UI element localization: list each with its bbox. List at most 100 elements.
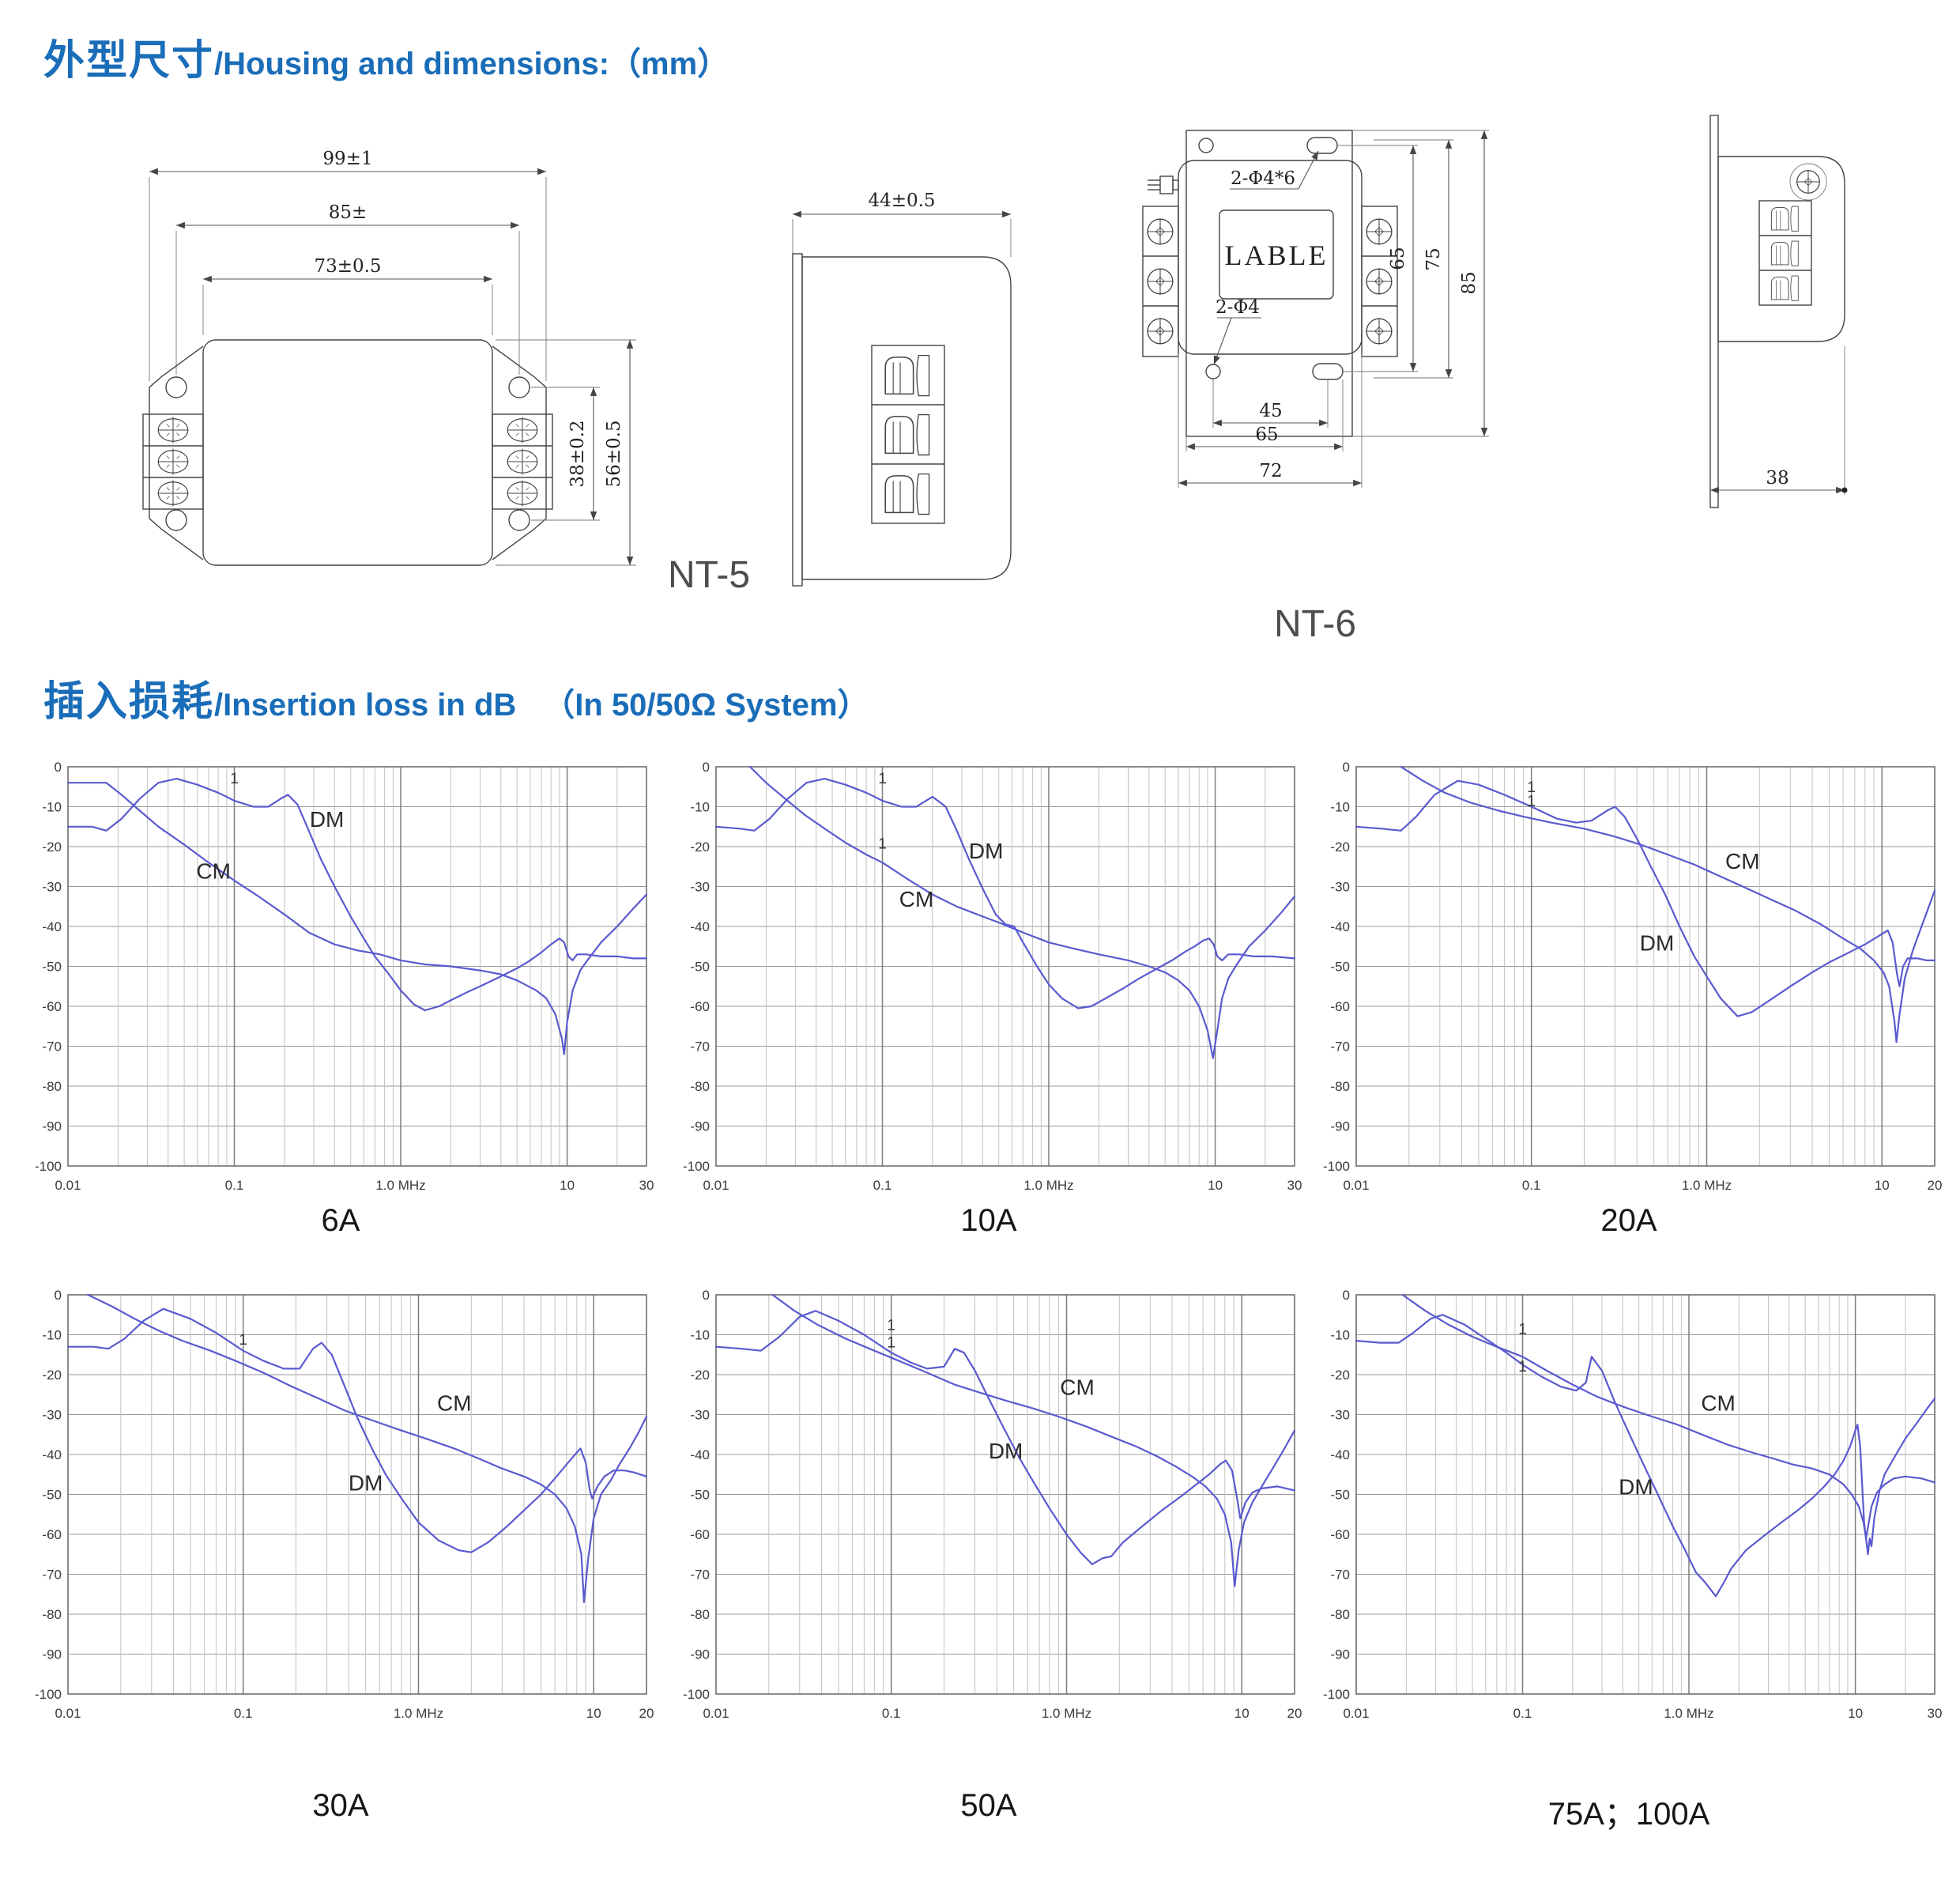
screw-icon bbox=[1146, 217, 1174, 246]
chart-caption-10a: 10A bbox=[960, 1203, 1017, 1238]
nt6-slot-hole bbox=[1306, 137, 1338, 154]
nt5-mount-hole bbox=[508, 509, 530, 531]
insertion-title-en: /Insertion loss in dB bbox=[214, 688, 517, 723]
svg-text:CM: CM bbox=[1060, 1375, 1095, 1399]
svg-text:0.01: 0.01 bbox=[1343, 1706, 1369, 1721]
svg-text:-50: -50 bbox=[42, 960, 62, 975]
svg-text:DM: DM bbox=[1640, 930, 1675, 955]
nt6-dim-r-outer: 85 bbox=[1459, 271, 1479, 294]
svg-text:-30: -30 bbox=[690, 1408, 710, 1423]
svg-text:-50: -50 bbox=[1330, 960, 1350, 975]
svg-text:1: 1 bbox=[1527, 779, 1536, 796]
terminal-icon bbox=[884, 473, 930, 515]
housing-title-suffix: （mm） bbox=[609, 47, 729, 81]
svg-text:-70: -70 bbox=[690, 1039, 710, 1055]
svg-text:-10: -10 bbox=[1330, 1328, 1350, 1343]
svg-text:-90: -90 bbox=[1330, 1647, 1350, 1662]
terminal-icon bbox=[1770, 206, 1799, 232]
svg-text:0.1: 0.1 bbox=[1513, 1706, 1532, 1721]
chart-caption-6a: 6A bbox=[321, 1203, 360, 1238]
svg-text:-80: -80 bbox=[42, 1607, 62, 1622]
svg-text:-20: -20 bbox=[1330, 840, 1350, 855]
svg-text:CM: CM bbox=[196, 858, 231, 883]
svg-text:-20: -20 bbox=[42, 1368, 62, 1383]
svg-text:1: 1 bbox=[1518, 1322, 1527, 1338]
svg-text:-50: -50 bbox=[42, 1488, 62, 1503]
svg-text:-80: -80 bbox=[690, 1607, 710, 1622]
svg-text:-70: -70 bbox=[1330, 1568, 1350, 1583]
nt6-dim-inner: 45 bbox=[1259, 401, 1282, 421]
svg-text:0: 0 bbox=[1343, 760, 1350, 775]
nt6-ground-stud bbox=[1148, 175, 1179, 194]
nt5-terminal-block-right bbox=[492, 413, 553, 510]
nt6-dim-r-mid: 75 bbox=[1423, 247, 1444, 270]
svg-text:-40: -40 bbox=[42, 919, 62, 934]
svg-text:-50: -50 bbox=[1330, 1488, 1350, 1503]
nt6-dim-mid: 65 bbox=[1255, 424, 1278, 445]
svg-text:0: 0 bbox=[703, 760, 710, 775]
chart-50a: 0 -10 -20 -30 -40 -50 -60 -70 -80 -90 -100 0.01 0.1 1… bbox=[683, 1288, 1302, 1721]
svg-text:-30: -30 bbox=[1330, 1408, 1350, 1423]
nt5-front-view: 99±1 85± 73±0.5 bbox=[142, 149, 636, 566]
svg-text:-40: -40 bbox=[690, 1447, 710, 1462]
svg-text:-20: -20 bbox=[1330, 1368, 1350, 1383]
svg-text:10: 10 bbox=[1848, 1706, 1863, 1721]
svg-text:-60: -60 bbox=[42, 999, 62, 1014]
chart-30a: 0 -10 -20 -30 -40 -50 -60 -70 -80 -90 -100 0.01 0.1 1… bbox=[35, 1288, 654, 1721]
svg-text:-60: -60 bbox=[42, 1527, 62, 1542]
svg-text:-80: -80 bbox=[42, 1079, 62, 1094]
svg-text:0.1: 0.1 bbox=[882, 1706, 901, 1721]
screw-icon bbox=[1365, 267, 1393, 296]
nt6-mount-hole bbox=[1205, 364, 1221, 379]
svg-text:0: 0 bbox=[703, 1288, 710, 1303]
screw-icon bbox=[156, 447, 190, 476]
svg-text:20: 20 bbox=[1928, 1178, 1943, 1193]
chart-caption-75a-100a: 75A；100A bbox=[1547, 1797, 1710, 1832]
terminal-icon bbox=[884, 413, 930, 456]
svg-text:-60: -60 bbox=[1330, 1527, 1350, 1542]
svg-text:1.0 MHz: 1.0 MHz bbox=[1664, 1706, 1713, 1721]
svg-text:-10: -10 bbox=[1330, 800, 1350, 815]
chart-caption-50a: 50A bbox=[960, 1788, 1017, 1823]
nt6-dim-outer: 72 bbox=[1259, 461, 1282, 481]
nt5-mount-hole bbox=[165, 376, 187, 398]
svg-text:DM: DM bbox=[310, 807, 345, 832]
svg-text:-70: -70 bbox=[42, 1039, 62, 1055]
svg-text:0.1: 0.1 bbox=[873, 1178, 892, 1193]
screw-icon bbox=[1146, 267, 1174, 296]
nt6-front-view: LABLE 2-Φ4*6 2-Φ4 bbox=[1142, 130, 1489, 488]
nt5-side-terminals bbox=[871, 345, 945, 524]
svg-text:0.01: 0.01 bbox=[55, 1178, 81, 1193]
svg-text:-90: -90 bbox=[690, 1647, 710, 1662]
svg-text:-10: -10 bbox=[42, 800, 62, 815]
nt6-dim-depth: 38 bbox=[1766, 468, 1788, 489]
svg-text:10: 10 bbox=[1234, 1706, 1250, 1721]
svg-text:-60: -60 bbox=[1330, 999, 1350, 1014]
nt5-dim-holes: 85± bbox=[329, 202, 368, 223]
svg-text:30: 30 bbox=[1928, 1706, 1943, 1721]
nt6-dim-r-inner: 65 bbox=[1388, 247, 1408, 270]
nt5-mount-hole bbox=[508, 376, 530, 398]
svg-text:10: 10 bbox=[560, 1178, 575, 1193]
svg-text:10: 10 bbox=[1875, 1178, 1890, 1193]
nt5-dim-body: 73±0.5 bbox=[314, 256, 381, 277]
nt6-mount-hole bbox=[1198, 138, 1214, 153]
nt5-caption: NT-5 bbox=[668, 554, 751, 596]
svg-text:-40: -40 bbox=[690, 919, 710, 934]
svg-text:10: 10 bbox=[1208, 1178, 1223, 1193]
svg-text:0.01: 0.01 bbox=[55, 1706, 81, 1721]
svg-text:-20: -20 bbox=[690, 1368, 710, 1383]
svg-text:30: 30 bbox=[1287, 1178, 1302, 1193]
nt6-caption: NT-6 bbox=[1274, 603, 1357, 645]
svg-text:CM: CM bbox=[1701, 1390, 1736, 1415]
nt6-slot-hole bbox=[1312, 363, 1344, 380]
section-title-insertion-loss: 插入损耗/Insertion loss in dB （In 50/50Ω Syst… bbox=[43, 668, 869, 727]
nt6-terminal-block-left bbox=[1142, 206, 1179, 357]
svg-text:-20: -20 bbox=[42, 840, 62, 855]
svg-text:-70: -70 bbox=[690, 1568, 710, 1583]
nt6-side-view: 38 bbox=[1709, 115, 1848, 508]
svg-text:-90: -90 bbox=[42, 1119, 62, 1134]
svg-text:-100: -100 bbox=[683, 1687, 710, 1702]
svg-text:-100: -100 bbox=[35, 1687, 62, 1702]
svg-text:-10: -10 bbox=[690, 800, 710, 815]
